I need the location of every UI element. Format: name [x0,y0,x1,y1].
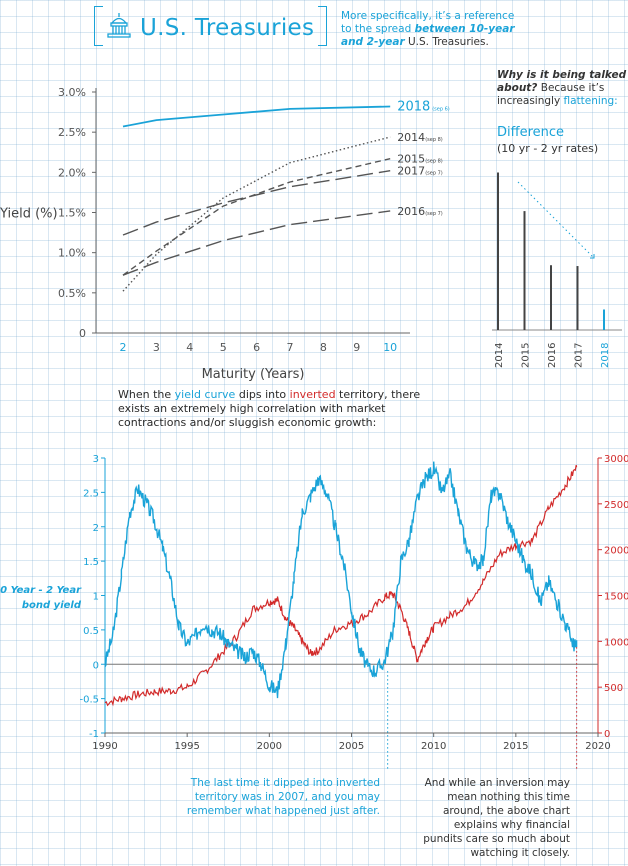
series-label-2015: 2015 [397,153,425,166]
note-why-it-matters: And while an inversion may mean nothing … [423,777,570,859]
left-tick-label: 0.5 [83,626,99,637]
intro-text: More specifically, it’s a reference to t… [341,10,515,48]
series-tag-2016: (sep 7) [425,211,443,217]
x-tick-label: 2000 [257,741,282,752]
capitol-building-icon [107,13,131,38]
series-tag-2018: (sep 6) [432,106,450,112]
x-tick-label: 9 [353,341,360,354]
series-line-2017 [122,170,391,236]
left-tick-label: 1.5 [83,557,99,568]
spread-vs-sp500-chart: 3 2.5 2 1.5 1 0.5 0 -0.5 -1 3000 2500 2000 1500 1000 5… [0,454,628,770]
series-label-2017: 2017 [397,165,425,178]
series-tag-2014: (sep 8) [425,137,443,143]
y-tick-label: 2.0% [58,166,86,179]
right-tick-label: 2500 [604,500,628,511]
left-axis-title-line1: 10 Year - 2 Year [0,585,82,596]
yield-curve-chart: 0 0.5% 1.0% 1.5% 2.0% 2.5% 3.0% 2 3 4 5 6 7 8 9 10 Matur… [0,86,450,382]
inversion-explainer: When the yield curve dips into inverted … [118,388,421,429]
left-tick-label: 2 [93,523,99,534]
bar-label-2014: 2014 [494,343,505,368]
series-line-2018 [122,105,391,128]
series-line-2016 [122,210,391,276]
y-axis-title: Yield (%) [0,207,58,222]
title-bracket-right [318,6,327,46]
note-2007-inversion: The last time it dipped into inverted te… [186,777,380,817]
y-tick-label: 0 [79,327,86,340]
right-tick-label: 500 [604,683,623,694]
y-tick-label: 1.5% [58,207,86,220]
left-tick-label: 0 [93,660,99,671]
y-tick-label: 0.5% [58,287,86,300]
x-tick-label: 8 [320,341,327,354]
bar-label-2016: 2016 [547,343,558,368]
x-tick-label: 2005 [339,741,364,752]
right-tick-label: 2000 [604,546,628,557]
left-tick-label: 2.5 [83,488,99,499]
spread-line [104,461,578,699]
series-tag-2015: (sep 8) [425,159,443,165]
x-tick-label: 2015 [503,741,528,752]
x-tick-label: 2020 [585,741,610,752]
trend-arrow-head [590,254,595,259]
series-label-2018: 2018 [397,99,430,114]
difference-bar-chart: 2014 2015 2016 2017 2018 [492,172,622,368]
right-tick-label: 1500 [604,592,628,603]
x-tick-label: 2010 [421,741,446,752]
series-tag-2017: (sep 7) [425,171,443,177]
right-tick-label: 0 [604,729,610,740]
y-tick-label: 2.5% [58,126,86,139]
x-tick-label: 3 [153,341,160,354]
x-tick-label: 6 [253,341,260,354]
x-tick-label: 4 [186,341,193,354]
left-tick-label: 3 [93,454,99,465]
x-tick-label: 1995 [174,741,199,752]
difference-title: Difference [497,125,565,140]
series-label-2016: 2016 [397,205,425,218]
y-tick-label: 3.0% [58,86,86,99]
why-text: Why is it being talked about? Because it… [497,69,627,107]
x-tick-label: 5 [220,341,227,354]
trend-arrow [517,181,595,259]
left-tick-label: 1 [93,592,99,603]
y-tick-label: 1.0% [58,247,86,260]
sp500-line [104,464,578,707]
x-tick-label: 10 [383,341,397,354]
series-label-2014: 2014 [397,131,425,144]
x-tick-label: 1990 [92,741,117,752]
x-tick-label: 7 [287,341,294,354]
difference-subtitle: (10 yr - 2 yr rates) [497,142,599,155]
series-line-2015 [122,158,391,276]
series-line-2014 [122,136,391,292]
left-tick-label: -1 [89,729,99,740]
x-axis-title: Maturity (Years) [202,367,305,382]
bar-label-2015: 2015 [521,343,532,368]
left-tick-label: -0.5 [79,695,99,706]
page-title: U.S. Treasuries [140,15,315,41]
right-tick-label: 3000 [604,454,628,465]
bar-label-2017: 2017 [574,343,585,368]
title-bracket-left [94,6,103,46]
bar-label-2018: 2018 [600,343,611,368]
x-tick-label: 2 [120,341,127,354]
right-tick-label: 1000 [604,637,628,648]
left-axis-title-line2: bond yield [22,600,82,611]
